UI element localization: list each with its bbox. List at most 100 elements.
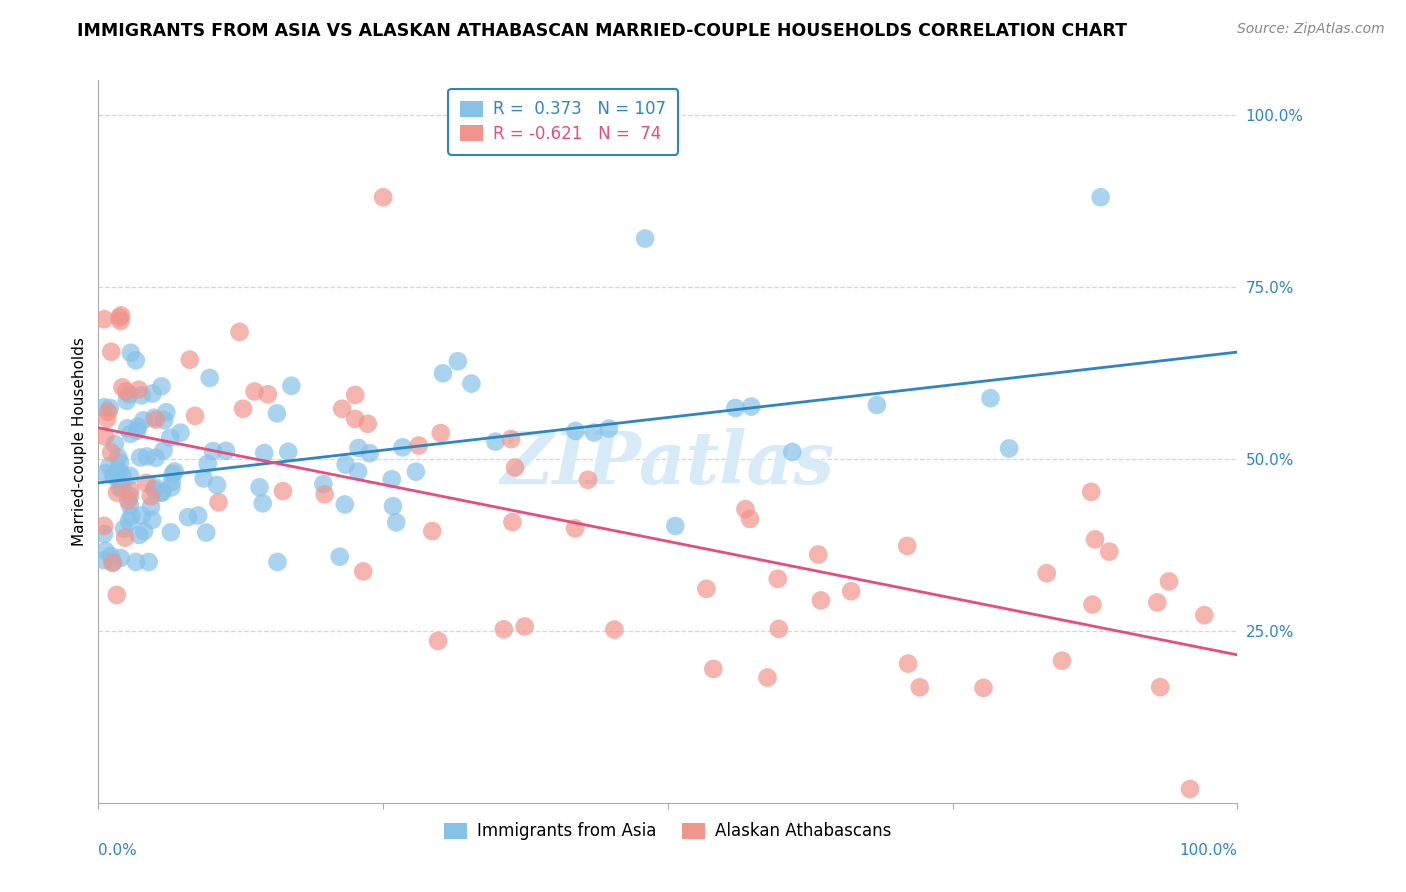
Point — [187, 508, 209, 523]
Point — [266, 555, 288, 569]
Point — [371, 190, 394, 204]
Point — [243, 384, 266, 399]
Point — [810, 593, 832, 607]
Point — [105, 485, 128, 500]
Point — [120, 345, 142, 359]
Point — [108, 465, 131, 479]
Point — [564, 521, 586, 535]
Point — [131, 508, 153, 523]
Point — [664, 519, 686, 533]
Point — [352, 565, 374, 579]
Point — [382, 499, 405, 513]
Point — [702, 662, 724, 676]
Point — [101, 555, 124, 569]
Point — [501, 515, 523, 529]
Point — [232, 401, 254, 416]
Point — [94, 467, 117, 481]
Point — [120, 508, 142, 523]
Point — [564, 424, 586, 438]
Point — [100, 549, 122, 563]
Point — [228, 325, 250, 339]
Point — [107, 450, 129, 465]
Point — [807, 548, 830, 562]
Point — [104, 437, 127, 451]
Point — [145, 413, 167, 427]
Point — [108, 310, 131, 325]
Point — [347, 465, 370, 479]
Point — [460, 376, 482, 391]
Point — [110, 551, 132, 566]
Point — [145, 450, 167, 465]
Text: ZIPatlas: ZIPatlas — [501, 428, 835, 499]
Point — [756, 671, 779, 685]
Point — [408, 438, 430, 452]
Point — [120, 426, 142, 441]
Point — [141, 513, 163, 527]
Point — [1146, 595, 1168, 609]
Point — [128, 528, 150, 542]
Point — [1050, 654, 1073, 668]
Point — [94, 429, 117, 443]
Point — [162, 467, 184, 481]
Point — [1178, 782, 1201, 797]
Point — [125, 353, 148, 368]
Point — [277, 444, 299, 458]
Point — [896, 539, 918, 553]
Point — [115, 384, 138, 399]
Point — [432, 367, 454, 381]
Point — [385, 516, 408, 530]
Point — [111, 380, 134, 394]
Point — [344, 388, 367, 402]
Point — [207, 495, 229, 509]
Point — [1084, 533, 1107, 547]
Point — [312, 477, 335, 491]
Point — [93, 553, 115, 567]
Point — [280, 379, 302, 393]
Point — [100, 344, 122, 359]
Point — [128, 383, 150, 397]
Point — [131, 388, 153, 402]
Point — [132, 413, 155, 427]
Point — [381, 472, 404, 486]
Point — [839, 584, 862, 599]
Point — [253, 446, 276, 460]
Point — [447, 354, 470, 368]
Point — [118, 514, 141, 528]
Point — [598, 421, 620, 435]
Point — [429, 425, 451, 440]
Point — [198, 371, 221, 385]
Point — [143, 410, 166, 425]
Point — [179, 352, 201, 367]
Point — [101, 556, 124, 570]
Point — [150, 485, 173, 500]
Point — [111, 467, 134, 482]
Point — [738, 512, 761, 526]
Text: 100.0%: 100.0% — [1180, 843, 1237, 857]
Point — [634, 231, 657, 245]
Point — [1090, 190, 1112, 204]
Point — [153, 413, 176, 427]
Point — [96, 411, 118, 425]
Text: Source: ZipAtlas.com: Source: ZipAtlas.com — [1237, 22, 1385, 37]
Point — [105, 588, 128, 602]
Point — [201, 444, 224, 458]
Point — [897, 657, 920, 671]
Point — [159, 431, 181, 445]
Point — [94, 544, 117, 558]
Point — [118, 468, 141, 483]
Point — [118, 387, 141, 401]
Point — [695, 582, 717, 596]
Point — [271, 484, 294, 499]
Point — [117, 421, 139, 435]
Point — [1149, 680, 1171, 694]
Point — [101, 468, 124, 483]
Point — [93, 518, 115, 533]
Point — [1080, 484, 1102, 499]
Point — [120, 483, 142, 498]
Point — [513, 619, 536, 633]
Point — [159, 525, 181, 540]
Point — [197, 457, 219, 471]
Point — [152, 443, 174, 458]
Point — [125, 555, 148, 569]
Point — [155, 405, 177, 419]
